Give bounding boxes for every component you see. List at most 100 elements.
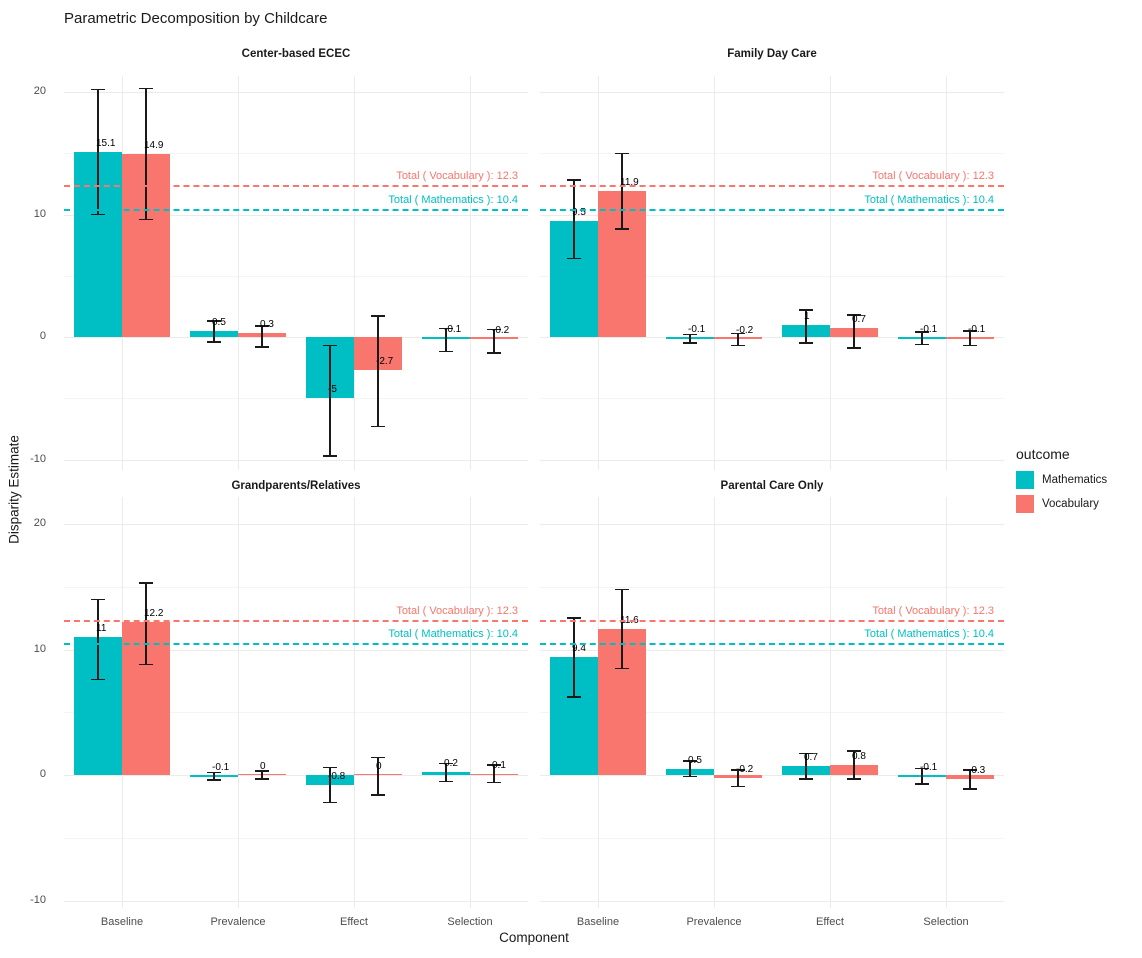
gridline-vertical (470, 76, 471, 470)
error-bar-line (853, 314, 855, 348)
error-bar-cap (207, 341, 221, 343)
y-tick-label: -10 (30, 452, 46, 465)
error-bar-cap (847, 778, 861, 780)
error-bar-line (261, 771, 263, 779)
error-bar-cap (567, 257, 581, 260)
error-bar-cap (799, 778, 813, 780)
error-bar-line (921, 332, 923, 345)
bar-value-label: 9.5 (572, 206, 586, 218)
error-bar-line (97, 599, 99, 680)
gridline-minor (64, 586, 528, 588)
error-bar-line (445, 328, 447, 352)
error-bar-cap (731, 769, 745, 771)
legend-entry: Vocabulary (1016, 495, 1142, 513)
error-bar-line (145, 582, 147, 665)
error-bar-line (689, 761, 691, 777)
facet-title: Family Day Care (727, 48, 817, 60)
reference-line-label: Total ( Mathematics ): 10.4 (388, 628, 518, 641)
gridline-major (540, 459, 1004, 461)
bar-value-label: 11.9 (620, 177, 639, 189)
error-bar-cap (439, 327, 453, 330)
reference-line-label: Total ( Mathematics ): 10.4 (388, 193, 518, 206)
reference-line (540, 643, 1004, 646)
bar-value-label: -0.1 (688, 324, 706, 336)
error-bar-cap (91, 598, 105, 601)
y-tick-label: 20 (33, 517, 46, 529)
gridline-minor (540, 837, 1004, 839)
gridline-minor (540, 275, 1004, 277)
bar-value-label: 14.9 (144, 140, 164, 152)
gridline-major (64, 214, 528, 216)
error-bar-cap (207, 771, 221, 774)
gridline-vertical (470, 497, 471, 908)
error-bar-cap (963, 344, 977, 347)
error-bar-cap (731, 332, 745, 335)
error-bar-cap (255, 778, 269, 780)
bar-value-label: -0.2 (736, 763, 754, 775)
gridline-major (540, 900, 1004, 902)
error-bar-line (921, 768, 923, 784)
error-bar-line (805, 753, 807, 779)
y-axis-title: Disparity Estimate (6, 435, 22, 544)
gridline-major (540, 649, 1004, 651)
error-bar-cap (683, 760, 697, 762)
error-bar-line (97, 89, 99, 215)
x-axis-title: Component (499, 930, 569, 945)
error-bar-line (145, 88, 147, 220)
bar-value-label: 0.2 (444, 758, 458, 770)
reference-line-label: Total ( Mathematics ): 10.4 (864, 628, 994, 641)
reference-line (540, 185, 1004, 188)
reference-line (540, 208, 1004, 211)
error-bar-cap (567, 179, 581, 181)
y-tick-label: 0 (39, 330, 46, 342)
error-bar-cap (91, 213, 105, 216)
error-bar-cap (799, 342, 813, 344)
error-bar-line (573, 180, 575, 259)
error-bar-line (621, 589, 623, 669)
bar-value-label: 9.4 (572, 643, 586, 655)
error-bar-cap (915, 767, 929, 770)
bar-value-label: 12.2 (144, 607, 164, 619)
error-bar-cap (487, 328, 501, 331)
gridline-vertical (946, 497, 947, 908)
gridline-major (540, 92, 1004, 93)
bar-value-label: -0.1 (920, 762, 938, 774)
legend: outcome Mathematics Vocabulary (1016, 446, 1142, 519)
error-bar-cap (371, 794, 385, 796)
error-bar-line (737, 769, 739, 787)
gridline-major (64, 775, 528, 776)
legend-title: outcome (1016, 446, 1070, 462)
reference-line-label: Total ( Mathematics ): 10.4 (864, 193, 994, 206)
y-tick-label: 10 (33, 642, 46, 655)
legend-label: Mathematics (1042, 474, 1108, 486)
error-bar-cap (371, 756, 385, 759)
error-bar-cap (915, 343, 929, 346)
error-bar-line (573, 618, 575, 698)
bar-value-label: -0.1 (968, 324, 986, 336)
bar-value-label: 0.5 (212, 316, 226, 328)
bar-value-label: -0.2 (736, 325, 754, 337)
bar-value-label: 1 (804, 310, 810, 322)
reference-line (64, 185, 528, 188)
error-bar-cap (487, 781, 501, 784)
error-bar-cap (683, 342, 697, 344)
y-tick-label: 0 (39, 768, 46, 780)
bar-value-label: 0.7 (852, 314, 866, 326)
bar-value-label: -0.1 (920, 324, 938, 336)
bar-value-label: -0.1 (444, 324, 462, 336)
reference-line (540, 619, 1004, 622)
y-tick-label: 20 (33, 85, 46, 97)
error-bar-line (213, 772, 215, 780)
error-bar-line (329, 345, 331, 456)
chart-title: Parametric Decomposition by Childcare (64, 10, 328, 27)
error-bar-cap (847, 347, 861, 349)
reference-line (64, 208, 528, 211)
x-tick-label: Baseline (100, 916, 144, 928)
gridline-minor (540, 712, 1004, 714)
error-bar-line (377, 316, 379, 427)
bar-value-label: 0.3 (260, 319, 274, 331)
gridline-vertical (238, 76, 239, 470)
error-bar-cap (963, 330, 977, 332)
legend-swatch (1016, 495, 1034, 513)
error-bar-line (493, 764, 495, 783)
